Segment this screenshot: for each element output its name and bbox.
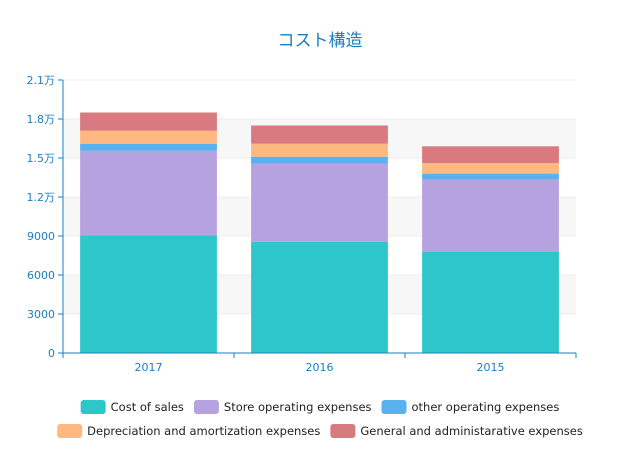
bar-segment[interactable] [251,241,388,353]
legend-label: Depreciation and amortization expenses [87,424,320,438]
bar-segment[interactable] [80,112,217,131]
legend-item[interactable]: Depreciation and amortization expenses [57,424,320,438]
y-tick-label: 9000 [27,230,55,243]
legend-label: General and administarative expenses [360,424,582,438]
legend-label: Cost of sales [111,400,184,414]
bar-segment[interactable] [251,156,388,164]
bars [80,112,559,353]
y-tick-label: 1.8万 [27,113,56,126]
legend-item[interactable]: Cost of sales [80,400,184,414]
legend-swatch [330,424,356,438]
y-tick-label: 2.1万 [27,74,56,87]
legend-item[interactable]: General and administarative expenses [330,424,583,438]
legend-swatch [193,400,219,414]
bar-segment[interactable] [422,251,559,353]
legend-swatch [381,400,407,414]
bar-segment[interactable] [251,143,388,157]
bar-segment[interactable] [422,146,559,164]
bar-segment[interactable] [80,143,217,151]
bar-segment[interactable] [80,130,217,144]
bar-segment[interactable] [422,163,559,174]
legend-swatch [80,400,106,414]
y-tick-label: 0 [48,347,55,360]
y-tick-label: 6000 [27,269,55,282]
chart-title: コスト構造 [277,31,363,51]
legend-item[interactable]: other operating expenses [381,400,560,414]
bar-segment[interactable] [422,173,559,180]
bar-segment[interactable] [80,150,217,236]
legend[interactable]: Cost of sales Store operating expenses oth… [57,400,583,438]
legend-label: other operating expenses [412,400,560,414]
legend-label: Store operating expenses [224,400,372,414]
y-tick-label: 1.2万 [27,191,56,204]
y-tick-label: 1.5万 [27,152,56,165]
bar-segment[interactable] [80,235,217,353]
bar-segment[interactable] [422,179,559,252]
y-tick-label: 3000 [27,308,55,321]
bar-segment[interactable] [251,125,388,144]
x-tick-label: 2016 [306,361,334,374]
legend-swatch [57,424,83,438]
x-tick-label: 2015 [477,361,505,374]
x-tick-label: 2017 [135,361,163,374]
legend-item[interactable]: Store operating expenses [193,400,372,414]
bar-segment[interactable] [251,163,388,242]
axes: 0 3000 6000 9000 1.2万 1.5万 1.8万 2.1万 2017 2016 201… [27,74,577,374]
